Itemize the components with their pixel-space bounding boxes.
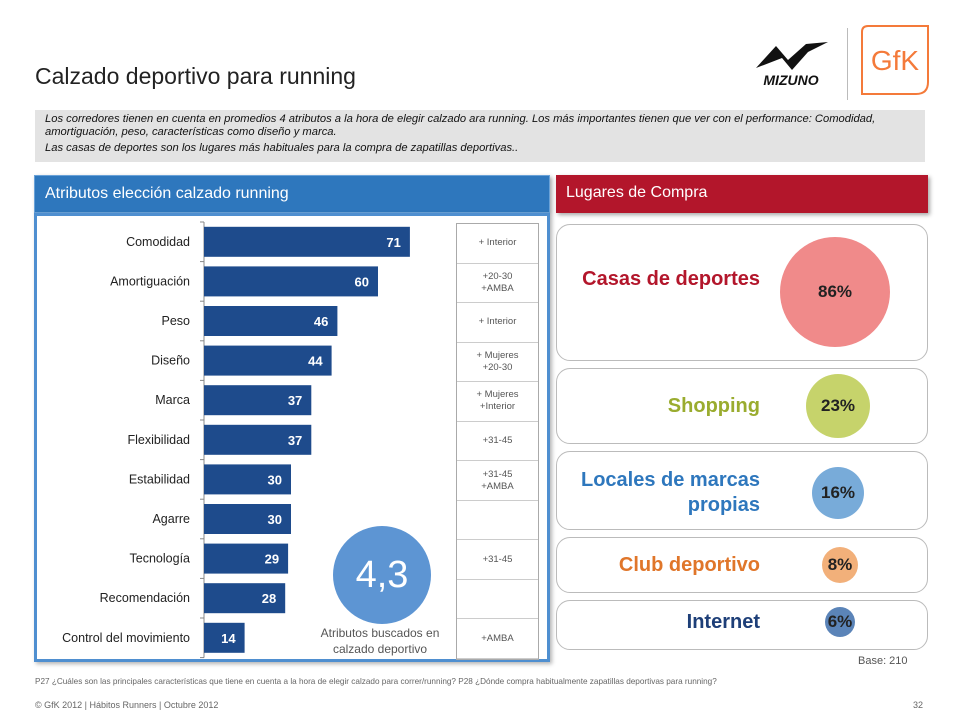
bar-value-label: 37 [288, 433, 302, 448]
segment-cell: +31-45 [457, 422, 538, 462]
summary-line-1: Los corredores tienen en cuenta en prome… [45, 113, 876, 138]
category-label: Amortiguación [110, 274, 190, 288]
category-label: Diseño [151, 354, 190, 368]
segment-cell: + Mujeres +20-30 [457, 343, 538, 383]
bar [204, 583, 286, 614]
bar-value-label: 60 [355, 274, 369, 289]
category-label: Marca [155, 393, 190, 407]
page-title: Calzado deportivo para running [35, 63, 356, 89]
attributes-header: Atributos elección calzado running [34, 175, 550, 213]
segment-cell [457, 580, 538, 620]
segment-cell: + Interior [457, 303, 538, 343]
place-percentage-bubble: 8% [822, 547, 858, 583]
bar [204, 622, 245, 653]
footer: © GfK 2012 | Hábitos Runners | Octubre 2… [35, 700, 219, 710]
place-card [556, 451, 928, 530]
mizuno-logo: MIZUNO [756, 42, 828, 88]
bar-value-label: 37 [288, 393, 302, 408]
bar-value-label: 30 [268, 472, 282, 487]
bar-value-label: 29 [265, 552, 279, 567]
place-percentage-bubble: 23% [806, 374, 870, 438]
bar [204, 464, 291, 495]
segment-cell: +31-45 +AMBA [457, 461, 538, 501]
bar [204, 345, 332, 376]
bar [204, 543, 289, 574]
bar-value-label: 14 [221, 631, 236, 646]
page-number: 32 [913, 700, 924, 710]
bar-value-label: 46 [314, 314, 328, 329]
summary-box: Los corredores tienen en cuenta en prome… [35, 110, 925, 162]
segment-cell: +31-45 [457, 540, 538, 580]
purchase-places-header: Lugares de Compra [556, 175, 928, 213]
category-label: Agarre [152, 512, 190, 526]
segment-cell: +20-30 +AMBA [457, 264, 538, 304]
average-attributes-caption: Atributos buscados en calzado deportivo [320, 626, 440, 656]
bar [204, 226, 410, 257]
average-attributes-circle: 4,3 [333, 526, 431, 624]
summary-line-2: Las casas de deportes son los lugares má… [45, 142, 519, 154]
category-label: Control del movimiento [62, 631, 190, 645]
logo-divider [847, 28, 848, 100]
category-label: Comodidad [126, 235, 190, 249]
bar-value-label: 44 [308, 354, 323, 369]
bar [204, 306, 338, 336]
place-label: Locales de marcas propias [581, 469, 760, 516]
bar [204, 385, 312, 416]
place-label: Club deportivo [618, 553, 760, 576]
category-label: Peso [162, 314, 191, 328]
category-label: Estabilidad [129, 472, 190, 486]
mizuno-wordmark: MIZUNO [763, 72, 818, 88]
bar [204, 424, 312, 455]
footnote: P27 ¿Cuáles son las principales caracter… [35, 677, 717, 686]
place-card [556, 537, 928, 593]
place-label: Shopping [667, 394, 760, 417]
segment-cell: +AMBA [457, 619, 538, 659]
place-percentage-bubble: 6% [825, 607, 855, 637]
bar [204, 266, 378, 297]
segment-cell: + Mujeres +Interior [457, 382, 538, 422]
segment-column: + Interior +20-30 +AMBA + Interior + Mujeres… [456, 223, 539, 660]
bar [204, 504, 291, 534]
category-label: Flexibilidad [127, 433, 190, 447]
segment-cell: + Interior [457, 224, 538, 264]
segment-cell [457, 501, 538, 541]
bar-value-label: 71 [386, 235, 400, 250]
category-label: Recomendación [100, 591, 190, 605]
place-label: Casas de deportes [582, 268, 760, 290]
gfk-logo: GfK [856, 22, 934, 100]
bar-value-label: 30 [268, 512, 282, 527]
place-label: Internet [686, 610, 760, 633]
place-card [556, 600, 928, 650]
place-percentage-bubble: 86% [780, 237, 890, 347]
bar-value-label: 28 [262, 591, 276, 606]
place-percentage-bubble: 16% [812, 467, 864, 519]
gfk-wordmark: GfK [871, 45, 920, 76]
base-note: Base: 210 [858, 655, 908, 667]
category-label: Tecnología [130, 552, 191, 566]
